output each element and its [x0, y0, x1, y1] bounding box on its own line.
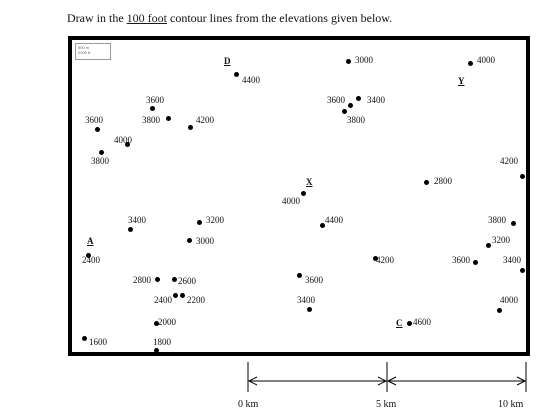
elevation-dot: [373, 256, 378, 261]
landmark-x: X: [306, 177, 313, 187]
elevation-dot: [320, 223, 325, 228]
elevation-dot: [188, 125, 193, 130]
elevation-dot: [187, 238, 192, 243]
scale-badge-line2: 2000 ft: [78, 50, 91, 55]
elevation-dot: [486, 243, 491, 248]
elevation-label: 3200: [206, 215, 224, 225]
elevation-label: 4200: [376, 255, 394, 265]
elevation-label: 2800: [133, 275, 151, 285]
instruction-underlined: 100 foot: [126, 11, 167, 25]
elevation-dot: [301, 191, 306, 196]
elevation-label: 3800: [347, 115, 365, 125]
instruction-text: Draw in the 100 foot contour lines from …: [67, 11, 392, 26]
elevation-dot: [150, 106, 155, 111]
elevation-dot: [468, 61, 473, 66]
elevation-dot: [356, 96, 361, 101]
elevation-dot: [346, 59, 351, 64]
scale-label-5: 5 km: [376, 399, 397, 410]
elevation-dot: [473, 260, 478, 265]
scale-label-0: 0 km: [238, 399, 259, 410]
elevation-dot: [95, 127, 100, 132]
elevation-label: 2600: [178, 276, 196, 286]
instruction-before: Draw in the: [67, 11, 127, 25]
elevation-dot: [424, 180, 429, 185]
elevation-dot: [86, 253, 91, 258]
elevation-label: 3600: [85, 115, 103, 125]
elevation-dot: [497, 308, 502, 313]
map-frame: [68, 36, 530, 356]
elevation-dot: [128, 227, 133, 232]
elevation-dot: [511, 221, 516, 226]
elevation-label: 3800: [142, 115, 160, 125]
elevation-label: 3600: [327, 95, 345, 105]
elevation-dot: [520, 268, 525, 273]
elevation-label: 4600: [413, 317, 431, 327]
elevation-dot: [99, 150, 104, 155]
elevation-label: 4200: [500, 156, 518, 166]
elevation-label: 3800: [488, 215, 506, 225]
elevation-label: 3400: [503, 255, 521, 265]
elevation-label: 3000: [196, 236, 214, 246]
landmark-y: Y: [458, 76, 465, 86]
elevation-dot: [125, 142, 130, 147]
elevation-label: 4000: [282, 196, 300, 206]
elevation-dot: [155, 277, 160, 282]
elevation-dot: [173, 293, 178, 298]
elevation-dot: [407, 321, 412, 326]
elevation-label: 3000: [355, 55, 373, 65]
elevation-dot: [82, 336, 87, 341]
elevation-dot: [307, 307, 312, 312]
elevation-label: 4000: [500, 295, 518, 305]
scale-badge-line1: 500 m: [78, 45, 90, 50]
landmark-d: D: [224, 56, 231, 66]
elevation-label: 3600: [305, 275, 323, 285]
elevation-label: 3800: [91, 156, 109, 166]
elevation-label: 2000: [158, 317, 176, 327]
landmark-c: C: [396, 318, 403, 328]
scale-badge: 500 m 2000 ft: [75, 43, 111, 60]
elevation-label: 2800: [434, 176, 452, 186]
elevation-dot: [297, 273, 302, 278]
elevation-dot: [342, 109, 347, 114]
elevation-label: 4000: [477, 55, 495, 65]
elevation-label: 2200: [187, 295, 205, 305]
elevation-dot: [520, 174, 525, 179]
elevation-dot: [180, 293, 185, 298]
elevation-label: 3600: [452, 255, 470, 265]
elevation-label: 3400: [297, 295, 315, 305]
elevation-label: 3200: [492, 235, 510, 245]
elevation-dot: [166, 116, 171, 121]
elevation-dot: [172, 277, 177, 282]
elevation-label: 4400: [242, 75, 260, 85]
elevation-label: 1600: [89, 337, 107, 347]
elevation-label: 4400: [325, 215, 343, 225]
elevation-dot: [154, 348, 159, 353]
landmark-a: A: [87, 236, 94, 246]
elevation-label: 3400: [367, 95, 385, 105]
instruction-after: contour lines from the elevations given …: [167, 11, 393, 25]
elevation-label: 2400: [82, 255, 100, 265]
elevation-dot: [234, 72, 239, 77]
elevation-dot: [197, 220, 202, 225]
elevation-label: 4200: [196, 115, 214, 125]
elevation-label: 3400: [128, 215, 146, 225]
elevation-label: 1800: [153, 337, 171, 347]
scale-label-10: 10 km: [498, 399, 524, 410]
elevation-label: 3600: [146, 95, 164, 105]
elevation-dot: [348, 103, 353, 108]
elevation-label: 2400: [154, 295, 172, 305]
elevation-dot: [154, 321, 159, 326]
elevation-label: 4000: [114, 135, 132, 145]
